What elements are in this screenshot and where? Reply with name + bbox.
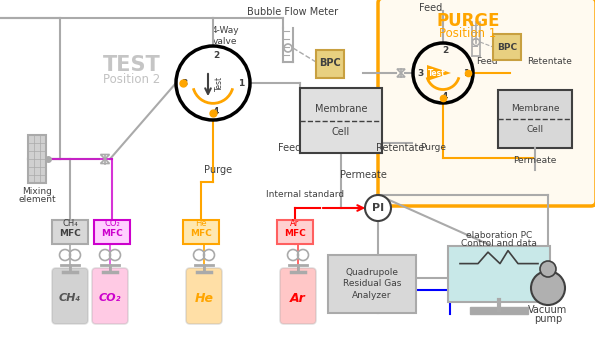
Text: 1: 1 xyxy=(238,78,244,87)
Text: Membrane: Membrane xyxy=(511,104,559,113)
Text: CO₂: CO₂ xyxy=(99,293,121,303)
Text: Residual Gas: Residual Gas xyxy=(343,279,401,288)
Text: PI: PI xyxy=(372,203,384,213)
Text: MFC: MFC xyxy=(190,229,212,238)
Text: elaboration PC: elaboration PC xyxy=(466,230,532,239)
Text: Retentate: Retentate xyxy=(376,143,424,153)
FancyBboxPatch shape xyxy=(28,135,46,183)
Text: Bubble Flow Meter: Bubble Flow Meter xyxy=(248,7,339,17)
Text: 3: 3 xyxy=(417,68,423,77)
Text: Control and data: Control and data xyxy=(461,239,537,248)
FancyBboxPatch shape xyxy=(94,220,130,244)
FancyBboxPatch shape xyxy=(493,34,521,60)
Text: Position 1: Position 1 xyxy=(439,26,497,40)
FancyBboxPatch shape xyxy=(378,0,595,206)
Text: 4-Way
valve: 4-Way valve xyxy=(211,26,239,46)
Text: Feed: Feed xyxy=(476,57,498,66)
FancyBboxPatch shape xyxy=(277,220,313,244)
Text: 2: 2 xyxy=(213,51,219,59)
FancyBboxPatch shape xyxy=(300,88,382,153)
Text: Cell: Cell xyxy=(332,127,350,137)
Circle shape xyxy=(540,261,556,277)
Text: He: He xyxy=(195,291,214,305)
Text: Purge: Purge xyxy=(204,165,232,175)
Text: Permeate: Permeate xyxy=(513,156,557,165)
Text: 3: 3 xyxy=(182,78,188,87)
FancyBboxPatch shape xyxy=(498,90,572,148)
Text: BPC: BPC xyxy=(319,58,341,68)
Text: 2: 2 xyxy=(442,45,448,54)
Text: BPC: BPC xyxy=(497,42,517,51)
FancyBboxPatch shape xyxy=(186,268,222,324)
Text: Permeate: Permeate xyxy=(340,170,386,180)
Text: Quadrupole: Quadrupole xyxy=(346,268,399,277)
FancyBboxPatch shape xyxy=(280,268,316,324)
FancyBboxPatch shape xyxy=(52,268,88,324)
FancyBboxPatch shape xyxy=(316,50,344,78)
Text: Feed: Feed xyxy=(278,143,302,153)
Text: Purge: Purge xyxy=(420,143,446,152)
Text: MFC: MFC xyxy=(59,229,81,238)
Text: PURGE: PURGE xyxy=(436,12,500,30)
Circle shape xyxy=(365,195,391,221)
Text: Retentate: Retentate xyxy=(528,57,572,66)
Text: He: He xyxy=(195,220,207,229)
Text: MFC: MFC xyxy=(284,229,306,238)
Text: CH₄: CH₄ xyxy=(59,293,81,303)
FancyBboxPatch shape xyxy=(92,268,128,324)
Text: 1: 1 xyxy=(463,68,469,77)
FancyBboxPatch shape xyxy=(328,255,416,313)
Text: CO₂: CO₂ xyxy=(104,220,120,229)
Text: Membrane: Membrane xyxy=(315,104,367,114)
Text: Internal standard: Internal standard xyxy=(266,189,344,198)
FancyBboxPatch shape xyxy=(52,220,88,244)
Text: TEST: TEST xyxy=(103,55,161,75)
FancyBboxPatch shape xyxy=(469,307,528,314)
Text: 4: 4 xyxy=(213,107,219,116)
Text: Test: Test xyxy=(215,75,224,91)
Text: Vacuum: Vacuum xyxy=(528,305,568,315)
Polygon shape xyxy=(427,65,451,81)
Text: Analyzer: Analyzer xyxy=(352,291,392,300)
FancyBboxPatch shape xyxy=(448,246,550,302)
Text: Mixing: Mixing xyxy=(22,186,52,195)
Text: Cell: Cell xyxy=(527,125,544,134)
Text: Position 2: Position 2 xyxy=(104,73,161,85)
Text: Ar: Ar xyxy=(290,291,306,305)
Text: pump: pump xyxy=(534,314,562,324)
FancyBboxPatch shape xyxy=(183,220,219,244)
Text: 4: 4 xyxy=(442,92,448,101)
Circle shape xyxy=(531,271,565,305)
Text: element: element xyxy=(18,195,56,203)
Text: Feed: Feed xyxy=(419,3,443,13)
Text: Test: Test xyxy=(428,68,446,77)
Text: MFC: MFC xyxy=(101,229,123,238)
Text: Ar: Ar xyxy=(290,220,300,229)
Text: CH₄: CH₄ xyxy=(62,220,78,229)
